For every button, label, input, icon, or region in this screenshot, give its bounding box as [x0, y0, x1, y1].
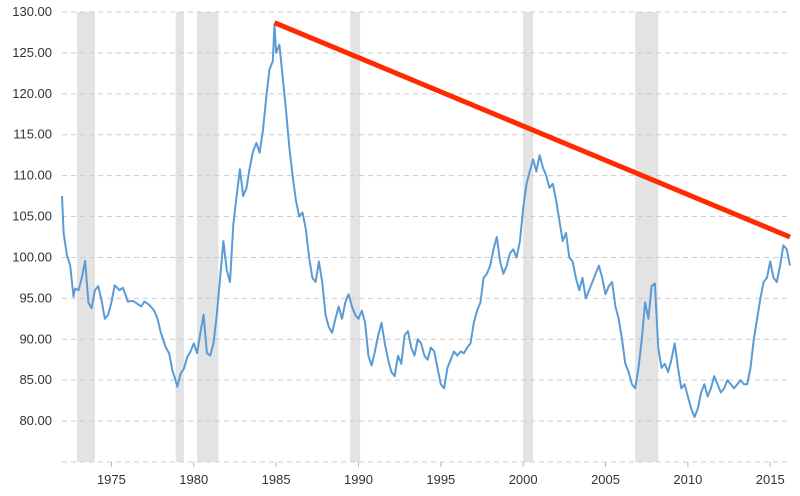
y-tick-label: 95.00: [19, 290, 52, 305]
y-tick-label: 85.00: [19, 372, 52, 387]
x-tick-label: 1990: [344, 472, 373, 487]
trend-line: [273, 20, 791, 240]
y-tick-label: 130.00: [12, 4, 52, 19]
recession-band: [76, 12, 95, 462]
y-tick-label: 125.00: [12, 45, 52, 60]
x-tick-label: 2010: [673, 472, 702, 487]
recession-band: [635, 12, 659, 462]
x-axis: 1975 1980 1985 1990 1995 2000 2005 2010 2015: [97, 462, 785, 487]
annotations: [273, 20, 791, 240]
y-tick-label: 105.00: [12, 209, 52, 224]
x-tick-label: 1975: [97, 472, 126, 487]
y-tick-label: 120.00: [12, 86, 52, 101]
x-tick-label: 1995: [426, 472, 455, 487]
y-tick-label: 80.00: [19, 413, 52, 428]
y-tick-label: 110.00: [13, 168, 52, 183]
recession-bands: [76, 12, 659, 462]
recession-band: [523, 12, 534, 462]
recession-band: [175, 12, 184, 462]
x-tick-label: 1980: [179, 472, 208, 487]
x-tick-label: 1985: [262, 472, 291, 487]
gridlines: [62, 11, 790, 463]
y-tick-label: 115.00: [13, 127, 52, 142]
y-tick-label: 90.00: [19, 331, 52, 346]
x-tick-label: 2000: [509, 472, 538, 487]
x-tick-label: 2005: [591, 472, 620, 487]
recession-band: [350, 12, 361, 462]
series-lines: [61, 23, 791, 418]
x-tick-label: 2015: [756, 472, 785, 487]
series-line: [61, 23, 791, 418]
y-tick-label: 100.00: [12, 249, 52, 264]
recession-band: [197, 12, 219, 462]
y-axis: 80.00 85.00 90.00 95.00 100.00 105.00 110.00 11…: [12, 4, 52, 428]
